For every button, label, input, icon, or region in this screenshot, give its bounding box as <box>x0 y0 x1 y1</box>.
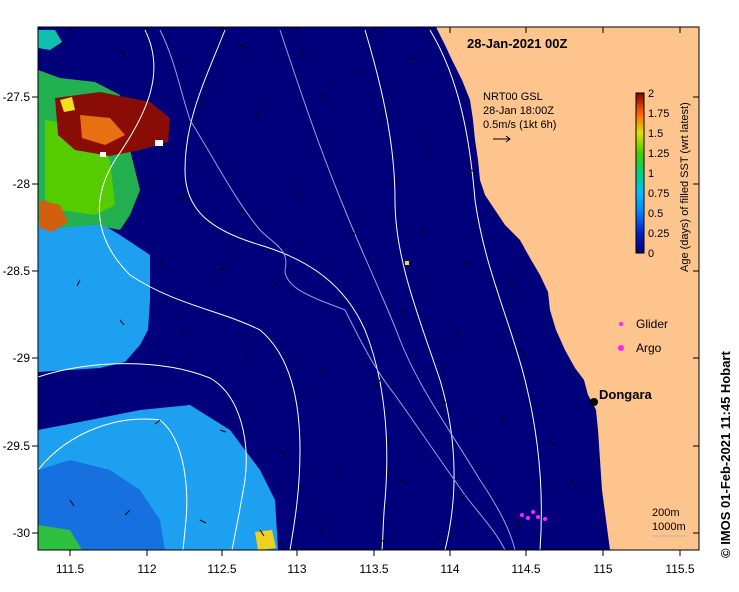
colorbar-ramp <box>635 92 645 254</box>
contour-west-1 <box>98 29 301 550</box>
y-axis <box>32 96 699 534</box>
current-note-line1: NRT00 GSL <box>483 91 543 103</box>
x-tick-0: 111.5 <box>56 562 85 576</box>
y-tick-3: -29 <box>13 351 31 365</box>
y-tick-2: -28.5 <box>3 264 31 278</box>
contour-legend-200: 200m <box>652 507 680 519</box>
x-tick-5: 114 <box>440 562 459 576</box>
patch-yellow-south <box>255 530 276 550</box>
contour-loop-inner <box>38 418 188 550</box>
colorbar-tick-0: 0 <box>648 248 654 260</box>
y-tick-1: -28 <box>13 177 31 191</box>
x-tick-4: 113.5 <box>359 562 388 576</box>
patch-green-south <box>38 525 82 550</box>
x-axis <box>69 27 681 556</box>
colorbar-tick-5: 1.25 <box>648 148 669 160</box>
colorbar: 0 0.25 0.5 0.75 1 1.25 1.5 1.75 2 Age (d… <box>635 88 691 272</box>
glider-legend-label: Glider <box>636 317 668 331</box>
bathymetry-contours <box>38 29 542 550</box>
contour-west-2 <box>184 29 388 550</box>
y-tick-5: -30 <box>13 526 31 540</box>
colorbar-tick-7: 1.75 <box>648 108 669 120</box>
patch-orange-north <box>80 115 125 145</box>
current-vectors <box>59 40 576 543</box>
land <box>436 27 699 550</box>
contour-loop <box>38 363 247 550</box>
colorbar-tick-3: 0.75 <box>648 188 669 200</box>
contour-shelf-2 <box>279 29 516 550</box>
x-tick-3: 113 <box>287 562 306 576</box>
x-tick-6: 114.5 <box>511 562 540 576</box>
colorbar-tick-1: 0.25 <box>648 228 669 240</box>
y-tick-0: -27.5 <box>3 90 31 104</box>
contour-east-1 <box>364 29 455 550</box>
contour-east-2 <box>429 29 542 550</box>
argo-legend-icon <box>618 345 624 351</box>
patch-yellow-north <box>60 97 75 112</box>
dongara-label: Dongara <box>599 387 653 402</box>
argo-legend-label: Argo <box>636 341 662 355</box>
x-tick-8: 115.5 <box>665 562 694 576</box>
colorbar-tick-8: 2 <box>648 88 654 100</box>
y-tick-4: -29.5 <box>3 439 31 453</box>
colorbar-tick-2: 0.5 <box>648 208 663 220</box>
colorbar-tick-4: 1 <box>648 168 654 180</box>
x-tick-1: 112 <box>137 562 156 576</box>
x-tick-2: 112.5 <box>207 562 236 576</box>
patch-blue-south <box>38 460 165 550</box>
map-area: Dongara 28-Jan-2021 00Z NRT00 GSL 28-Jan… <box>38 27 699 550</box>
patch-white-north-2 <box>100 152 106 157</box>
colorbar-title: Age (days) of filled SST (wrt latest) <box>679 102 691 272</box>
sst-age-patches <box>38 30 409 550</box>
colorbar-tick-6: 1.5 <box>648 128 663 140</box>
glider-legend-icon <box>619 322 623 326</box>
current-note-line2: 28-Jan 18:00Z <box>483 105 554 117</box>
credit-text: © IMOS 01-Feb-2021 11:45 Hobart <box>718 351 733 558</box>
scale-arrow-icon <box>493 135 511 143</box>
map-frame <box>37 26 700 551</box>
patch-light-blue-west <box>38 215 150 372</box>
patch-white-north <box>155 140 163 146</box>
patch-yellow-dot <box>405 261 409 265</box>
contour-shelf <box>159 29 506 550</box>
contour-legend-1000: 1000m <box>652 521 686 533</box>
dongara-marker <box>590 398 598 406</box>
current-note-line3: 0.5m/s (1kt 6h) <box>483 119 556 131</box>
patch-orange-west <box>40 200 68 232</box>
patch-teal-corner <box>38 30 62 50</box>
x-tick-7: 115 <box>593 562 612 576</box>
map-title: 28-Jan-2021 00Z <box>467 36 568 51</box>
glider-markers <box>520 510 547 521</box>
